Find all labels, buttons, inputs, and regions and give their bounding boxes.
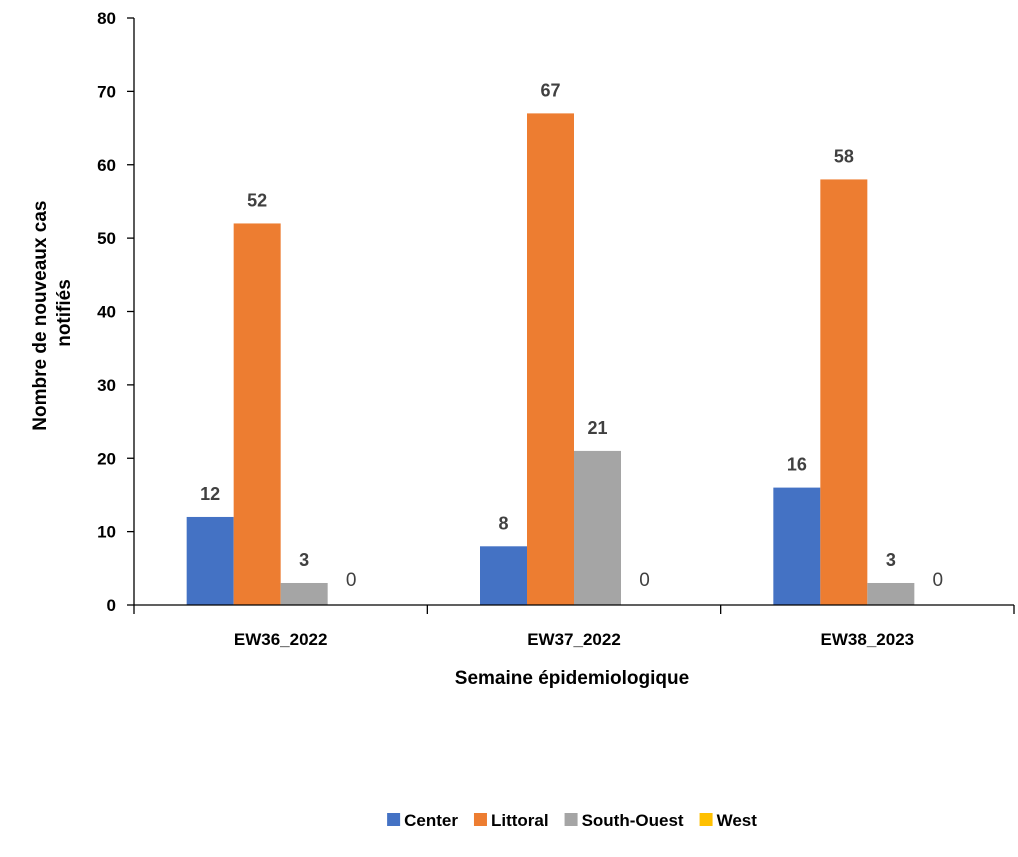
data-label: 0 <box>639 570 650 591</box>
y-axis-title: Nombre de nouveaux cas notifiés <box>30 195 75 430</box>
y-tick-label: 20 <box>97 449 116 468</box>
bar-south-ouest <box>867 582 915 605</box>
bar-center <box>186 516 234 605</box>
bar-center <box>480 546 527 605</box>
legend-swatch <box>473 813 487 826</box>
x-axis-title: Semaine épidemiologique <box>455 668 689 689</box>
bar-littoral <box>233 223 281 605</box>
x-category-label: EW37_2022 <box>527 630 621 649</box>
data-label: 0 <box>933 570 944 591</box>
y-tick-label: 60 <box>97 156 116 175</box>
data-label: 8 <box>498 513 508 533</box>
legend: Center Littoral South-Ouest West <box>387 811 757 830</box>
data-label: 3 <box>886 550 896 570</box>
legend-swatch <box>387 813 401 826</box>
bar-center <box>773 487 821 605</box>
bar-littoral <box>527 113 574 605</box>
y-axis-title-line-2: notifiés <box>54 279 75 347</box>
y-tick-label: 30 <box>97 376 116 395</box>
data-label: 16 <box>787 455 807 475</box>
legend-label: Center <box>404 811 458 830</box>
bar-littoral <box>820 179 868 606</box>
data-label: 3 <box>299 550 309 570</box>
legend-label: Littoral <box>491 811 549 830</box>
legend-swatch <box>699 813 713 826</box>
data-label: 12 <box>200 484 220 504</box>
legend-label: West <box>717 811 758 830</box>
data-label: 58 <box>834 146 854 166</box>
x-axis: EW36_2022 EW37_2022 EW38_2023 <box>133 604 1015 649</box>
data-label: 52 <box>247 190 267 210</box>
x-category-label: EW38_2023 <box>821 630 915 649</box>
y-tick-label: 80 <box>97 9 116 28</box>
y-axis: 0 10 20 30 40 50 60 70 80 <box>97 9 135 615</box>
y-tick-label: 40 <box>97 303 116 322</box>
bar-south-ouest <box>280 582 328 605</box>
y-tick-label: 10 <box>97 523 116 542</box>
data-label: 67 <box>540 80 560 100</box>
legend-swatch <box>564 813 578 826</box>
y-axis-title-line-1: Nombre de nouveaux cas <box>30 201 51 431</box>
data-label: 21 <box>587 418 607 438</box>
y-tick-label: 0 <box>107 596 116 615</box>
legend-label: South-Ouest <box>582 811 684 830</box>
bar-south-ouest <box>574 450 621 605</box>
data-label: 0 <box>346 570 357 591</box>
y-tick-label: 50 <box>97 229 116 248</box>
y-tick-label: 70 <box>97 82 116 101</box>
x-category-label: EW36_2022 <box>234 630 328 649</box>
